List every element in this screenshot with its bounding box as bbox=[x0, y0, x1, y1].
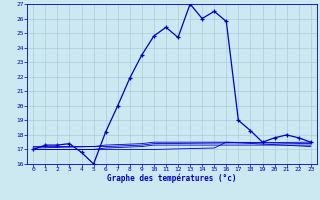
X-axis label: Graphe des températures (°c): Graphe des températures (°c) bbox=[107, 174, 237, 183]
